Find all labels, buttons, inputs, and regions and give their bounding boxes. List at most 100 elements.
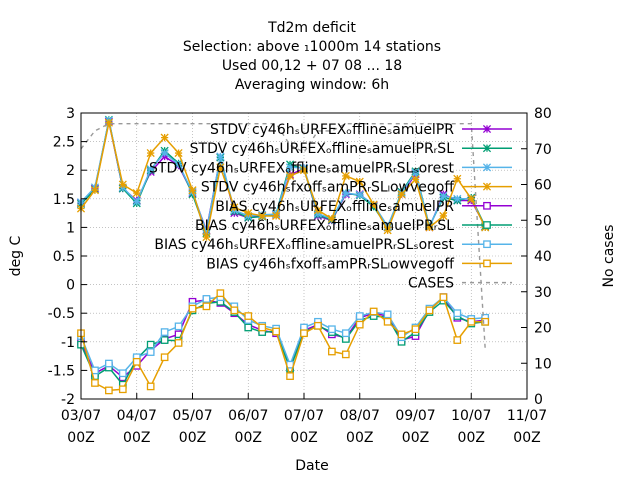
data-point (439, 293, 448, 302)
data-point (397, 190, 406, 199)
legend-marker (483, 259, 491, 268)
legend-marker (482, 144, 492, 153)
legend-entry: BIAS cy46hₛURFEXₒfflineₛamuelPR (215, 199, 512, 215)
data-point (105, 359, 113, 368)
legend-marker (483, 201, 491, 210)
data-point (104, 118, 113, 127)
y2-tick-label: 40 (534, 249, 552, 265)
data-point (202, 233, 211, 242)
data-point (286, 372, 294, 380)
data-point (160, 148, 169, 158)
data-point (383, 317, 392, 326)
data-point (383, 226, 392, 235)
data-point (230, 203, 239, 212)
data-point (202, 295, 211, 303)
series-line (80, 296, 486, 379)
legend-label: BIAS cy46hₛURFEXₒfflineₛamuelPRᵣSLₛorest (154, 237, 454, 253)
legend-marker (482, 163, 492, 172)
legend-label: BIAS cy46hₛURFEXₒfflineₛamuelPR (215, 199, 454, 215)
legend-label: STDV cy46hₛURFEXₒfflineₛamuelPRᵣSL (190, 141, 455, 157)
data-point (90, 186, 99, 195)
y-tick-label: -0.5 (48, 306, 75, 322)
data-point (105, 386, 113, 395)
y-tick-label: -2 (61, 392, 75, 408)
data-point (146, 348, 155, 356)
data-point (341, 329, 350, 338)
data-point (216, 163, 225, 172)
y-tick-label: 3 (66, 106, 75, 122)
y2-tick-label: 80 (534, 106, 552, 122)
data-point (244, 209, 253, 218)
data-point (411, 325, 420, 334)
legend-label: STDV cy46hₛfxoffₛamPRᵣSLₗowvegoff (201, 180, 454, 196)
data-point (244, 323, 253, 332)
y-tick-label: 0.5 (53, 249, 75, 265)
x-tick-label-date: 09/07 (395, 408, 435, 424)
data-point (425, 306, 434, 315)
legend-label: CASES (408, 276, 454, 292)
x-tick-label-hour: 00Z (346, 430, 373, 446)
data-point (355, 190, 364, 199)
x-tick-label-hour: 00Z (458, 430, 485, 446)
data-point (467, 317, 476, 326)
x-tick-label-date: 10/07 (451, 408, 491, 424)
data-point (328, 325, 336, 334)
x-tick-label-date: 03/07 (61, 408, 101, 424)
y-axis-ticks: -2 -1.5 -1 -0.5 0 0.5 1 1.5 2 2.5 3 (48, 106, 87, 408)
data-point (453, 336, 462, 344)
legend-marker (483, 221, 491, 229)
title-line-3: Used 00,12 + 07 08 ... 18 (222, 58, 402, 74)
x-tick-label-date: 08/07 (340, 408, 380, 424)
data-point (341, 350, 350, 359)
data-point (383, 222, 392, 231)
data-point (341, 189, 350, 198)
legend-entry: BIAS cy46hₛfxoffₛamPRᵣSLₗowvegoff (206, 256, 512, 272)
data-point (160, 353, 169, 362)
legend-marker (482, 182, 492, 191)
y2-axis-ticks: 0 10 20 30 40 50 60 70 80 (521, 106, 552, 408)
legend-entry: STDV cy46hₛfxoffₛamPRᵣSLₗowvegoff (201, 180, 512, 196)
data-point (314, 321, 322, 330)
data-point (453, 194, 462, 203)
legend-marker (483, 240, 491, 249)
x-tick-label-date: 05/07 (172, 408, 212, 424)
y-tick-label: 2.5 (53, 135, 75, 151)
data-point (202, 302, 211, 311)
x-tick-label-date: 04/07 (117, 408, 157, 424)
data-point (272, 211, 281, 221)
data-point (425, 223, 434, 232)
x-tick-label-hour: 00Z (290, 430, 317, 446)
data-point (327, 214, 336, 223)
y2-tick-label: 20 (534, 321, 552, 337)
series-6 (77, 293, 490, 378)
x-tick-label-hour: 00Z (123, 430, 150, 446)
data-point (174, 339, 183, 347)
data-point (202, 227, 211, 236)
data-point (355, 177, 364, 186)
legend-label: BIAS cy46hₛURFEXₒfflineₛamuelPRᵣSL (195, 218, 454, 234)
data-point (299, 166, 309, 175)
data-point (369, 200, 378, 209)
data-point (132, 357, 141, 366)
y2-tick-label: 0 (534, 392, 543, 408)
y-tick-label: 1 (66, 220, 75, 236)
data-point (160, 133, 169, 142)
y2-tick-label: 50 (534, 213, 552, 229)
series-line (80, 296, 486, 375)
chart-title: Td2m deficit Selection: above ₁1000m 14 … (183, 20, 441, 93)
x-tick-label-date: 11/07 (507, 408, 547, 424)
y2-tick-label: 10 (534, 356, 552, 372)
data-point (146, 382, 155, 391)
data-point (328, 347, 336, 356)
data-point (146, 340, 155, 349)
data-point (118, 180, 127, 189)
legend-entry: STDV cy46hₛURFEXₒfflineₛamuelPRᵣSLₛorest (149, 160, 512, 176)
data-point (132, 197, 141, 206)
y-tick-label: -1.5 (48, 363, 75, 379)
data-point (439, 211, 448, 221)
series-line (80, 123, 486, 349)
series-8 (80, 123, 486, 349)
series-layer (76, 115, 490, 395)
data-point (467, 194, 476, 203)
